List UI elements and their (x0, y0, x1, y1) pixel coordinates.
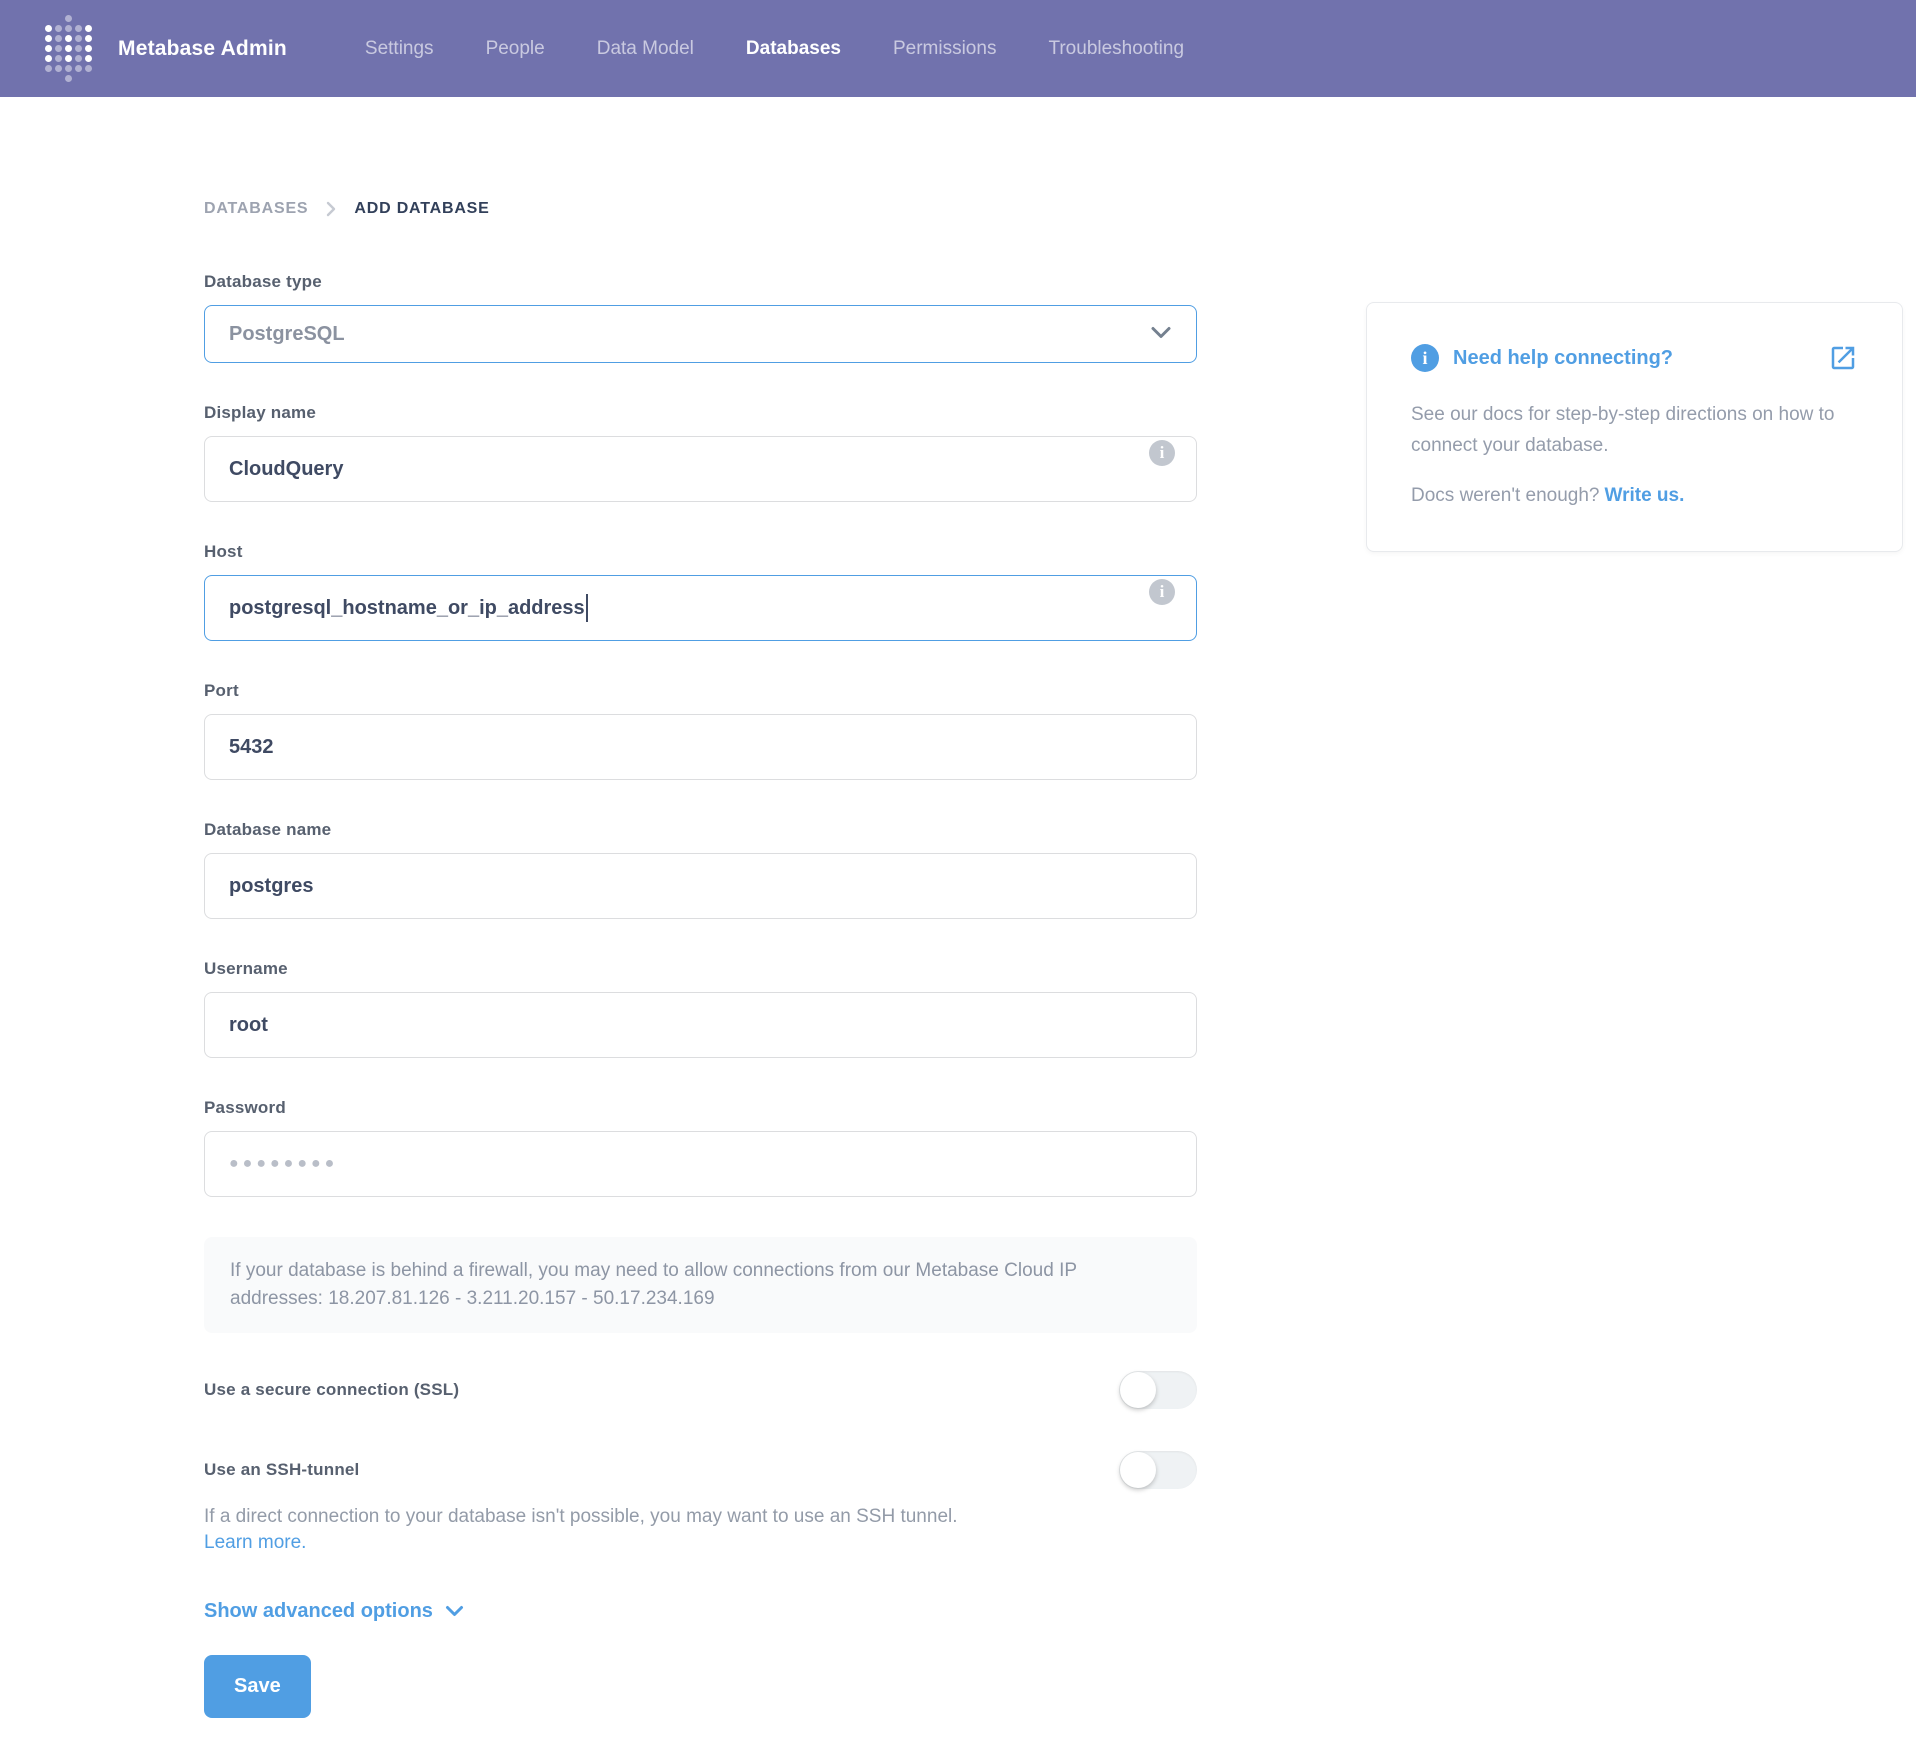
info-icon: i (1411, 344, 1439, 372)
port-input[interactable] (204, 714, 1197, 780)
ssl-toggle[interactable] (1119, 1371, 1197, 1409)
ssh-toggle-label: Use an SSH-tunnel (204, 1460, 360, 1479)
host-field: Host postgresql_hostname_or_ip_address i (204, 542, 1197, 641)
breadcrumb-chevron-icon (324, 200, 338, 218)
ssl-toggle-row: Use a secure connection (SSL) (204, 1371, 1197, 1409)
username-label: Username (204, 959, 288, 978)
metabase-logo-icon (45, 15, 92, 82)
display-name-field: Display name i (204, 403, 1197, 502)
breadcrumb: DATABASES ADD DATABASE (204, 200, 1916, 218)
text-caret (585, 594, 588, 622)
host-value: postgresql_hostname_or_ip_address (229, 596, 585, 619)
save-button[interactable]: Save (204, 1655, 311, 1718)
database-name-input[interactable] (204, 853, 1197, 919)
breadcrumb-current: ADD DATABASE (354, 200, 490, 217)
toggle-knob (1120, 1452, 1156, 1488)
username-input[interactable] (204, 992, 1197, 1058)
ssh-toggle[interactable] (1119, 1451, 1197, 1489)
display-name-input[interactable] (204, 436, 1197, 502)
help-card-body: See our docs for step-by-step directions… (1411, 404, 1835, 456)
tab-people[interactable]: People (485, 37, 545, 59)
port-field: Port (204, 681, 1197, 780)
tab-troubleshooting[interactable]: Troubleshooting (1048, 37, 1185, 59)
show-advanced-options-label: Show advanced options (204, 1600, 433, 1622)
help-card-title[interactable]: Need help connecting? (1453, 346, 1674, 369)
learn-more-link[interactable]: Learn more. (204, 1532, 307, 1553)
display-name-label: Display name (204, 403, 317, 422)
add-database-form: Database type PostgreSQL Display name i … (204, 272, 1197, 1748)
password-input[interactable] (204, 1131, 1197, 1197)
password-field: Password (204, 1098, 1197, 1197)
admin-navbar: Metabase Admin Settings People Data Mode… (0, 0, 1916, 97)
toggle-knob (1120, 1372, 1156, 1408)
info-icon[interactable]: i (1149, 578, 1175, 605)
ssh-toggle-description: If a direct connection to your database … (204, 1506, 958, 1527)
database-type-value: PostgreSQL (229, 322, 345, 345)
database-name-label: Database name (204, 820, 332, 839)
tab-settings[interactable]: Settings (364, 37, 434, 59)
help-card-header: i Need help connecting? (1411, 343, 1858, 373)
chevron-down-icon (445, 1605, 464, 1618)
database-name-field: Database name (204, 820, 1197, 919)
database-type-select[interactable]: PostgreSQL (204, 305, 1197, 363)
tab-permissions[interactable]: Permissions (892, 37, 997, 59)
database-type-label: Database type (204, 272, 322, 291)
ssh-toggle-row: Use an SSH-tunnel (204, 1451, 1197, 1489)
external-link-icon[interactable] (1828, 343, 1858, 373)
username-field: Username (204, 959, 1197, 1058)
write-us-link[interactable]: Write us. (1604, 485, 1685, 506)
help-footer-text: Docs weren't enough? (1411, 485, 1600, 506)
database-type-field: Database type PostgreSQL (204, 272, 1197, 363)
password-label: Password (204, 1098, 286, 1117)
tab-data-model[interactable]: Data Model (596, 37, 694, 59)
port-label: Port (204, 681, 239, 700)
admin-nav-tabs: Settings People Data Model Databases Per… (365, 30, 1184, 68)
info-icon[interactable]: i (1149, 439, 1175, 466)
app-title: Metabase Admin (118, 36, 287, 60)
chevron-down-icon (1150, 323, 1172, 346)
show-advanced-options[interactable]: Show advanced options (204, 1600, 464, 1623)
host-label: Host (204, 542, 243, 561)
host-input[interactable]: postgresql_hostname_or_ip_address (204, 575, 1197, 641)
tab-databases[interactable]: Databases (745, 37, 841, 59)
ssl-toggle-label: Use a secure connection (SSL) (204, 1380, 460, 1399)
help-card-footer: Docs weren't enough? Write us. (1411, 485, 1858, 507)
help-card: i Need help connecting? See our docs for… (1366, 302, 1903, 552)
firewall-notice: If your database is behind a firewall, y… (204, 1237, 1197, 1333)
breadcrumb-databases-link[interactable]: DATABASES (204, 200, 309, 217)
